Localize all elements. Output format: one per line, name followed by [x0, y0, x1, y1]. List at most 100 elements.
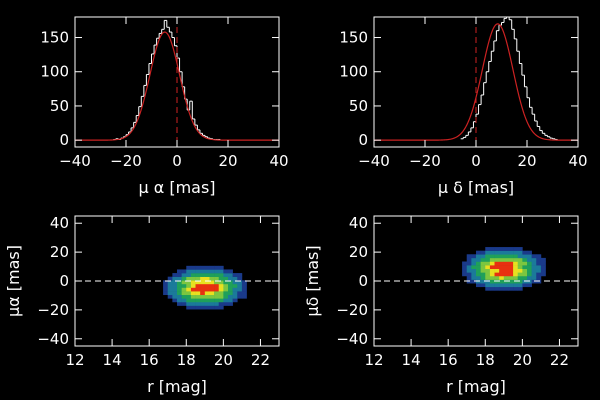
density-cell [223, 301, 229, 306]
density-cell [241, 287, 247, 292]
axis-ticks: 12 14 16 18 20 22 −40 −20 0 20 40 [336, 214, 578, 369]
density-cell [480, 257, 486, 262]
y-tick-label: 20 [349, 243, 368, 261]
density-cell [466, 275, 472, 280]
density-cell [499, 272, 505, 277]
density-cell [223, 298, 229, 303]
density-cell [536, 254, 542, 259]
density-cell [527, 254, 532, 259]
density-cell [536, 275, 542, 280]
density-cell [522, 275, 528, 280]
density-cell [214, 280, 220, 285]
density-cell [462, 268, 468, 273]
y-tick-label: 40 [349, 214, 368, 232]
density-cell [485, 265, 491, 270]
density-cell [209, 305, 215, 310]
x-axis-label: r [mag] [147, 377, 207, 396]
density-cell [214, 269, 220, 274]
density-cell [489, 272, 495, 277]
density-cell [214, 287, 220, 292]
density-cell [494, 261, 500, 266]
x-tick-label: −40 [358, 152, 390, 170]
density-cell [190, 273, 196, 277]
density-cell [466, 265, 472, 270]
density-cell [540, 257, 546, 262]
density-cell [181, 269, 187, 274]
density-cell [503, 275, 509, 280]
density-cell [190, 269, 196, 274]
density-cell [531, 261, 537, 266]
density-cell [209, 269, 215, 274]
x-tick-label: 20 [517, 152, 536, 170]
density-cell [218, 301, 224, 306]
x-tick-label: 0 [172, 152, 182, 170]
x-tick-label: 12 [65, 351, 84, 369]
density-cell [508, 268, 514, 273]
density-cell [522, 268, 528, 273]
density-cell [228, 301, 233, 306]
density-cell [218, 291, 224, 296]
density-cell [527, 250, 532, 255]
density-cell [214, 298, 220, 303]
density-cell [462, 272, 468, 277]
density-cell [167, 283, 173, 288]
density-cell [190, 301, 196, 306]
density-cell [489, 261, 495, 266]
x-tick-label: −40 [59, 152, 91, 170]
density-cell [218, 305, 224, 310]
density-cell [232, 294, 238, 299]
density-cell [476, 250, 481, 255]
density-cell [508, 247, 514, 251]
density-cell [513, 250, 519, 255]
density-cell [204, 294, 210, 299]
density-cell [485, 257, 491, 262]
density-cell [471, 279, 477, 284]
y-tick-label: 0 [59, 272, 69, 290]
x-tick-label: 12 [364, 351, 383, 369]
density-cell [209, 298, 215, 303]
density-cell [241, 294, 247, 299]
density-cell [214, 283, 220, 288]
density-cell [494, 268, 500, 273]
density-cell [223, 269, 229, 274]
density-cell [195, 273, 201, 277]
density-cell [223, 273, 229, 277]
density-cell [540, 261, 546, 266]
density-cell [186, 273, 192, 277]
density-cell [489, 257, 495, 262]
density-cell [522, 261, 528, 266]
density-cell [172, 276, 178, 281]
density-cell [209, 273, 215, 277]
density-cell [186, 298, 192, 303]
density-cell [223, 283, 229, 288]
density-cell [522, 272, 528, 277]
density-cell [522, 250, 528, 255]
density-cell [489, 268, 495, 273]
density-cell [172, 283, 178, 288]
density-cell [522, 283, 528, 288]
density-cell [499, 283, 505, 288]
density-cell [186, 294, 192, 299]
density-cell [200, 265, 206, 270]
density-cell [476, 254, 481, 259]
density-cell [195, 305, 201, 310]
x-tick-label: 20 [214, 351, 233, 369]
density-cell [513, 279, 519, 284]
density-cell [471, 261, 477, 266]
density-cell [181, 283, 187, 288]
density-cell [503, 247, 509, 251]
density-cell [485, 283, 491, 288]
density-cell [237, 276, 243, 281]
density-cell [517, 286, 523, 291]
density-cell [503, 286, 509, 291]
y-tick-label: 20 [50, 243, 69, 261]
x-tick-label: 14 [103, 351, 122, 369]
density-cell [531, 257, 537, 262]
density-cell [218, 273, 224, 277]
density-cell [513, 247, 519, 251]
density-cell [223, 276, 229, 281]
density-cell [223, 294, 229, 299]
density-cell [531, 265, 537, 270]
density-cell [204, 280, 210, 285]
density-cell [494, 257, 500, 262]
